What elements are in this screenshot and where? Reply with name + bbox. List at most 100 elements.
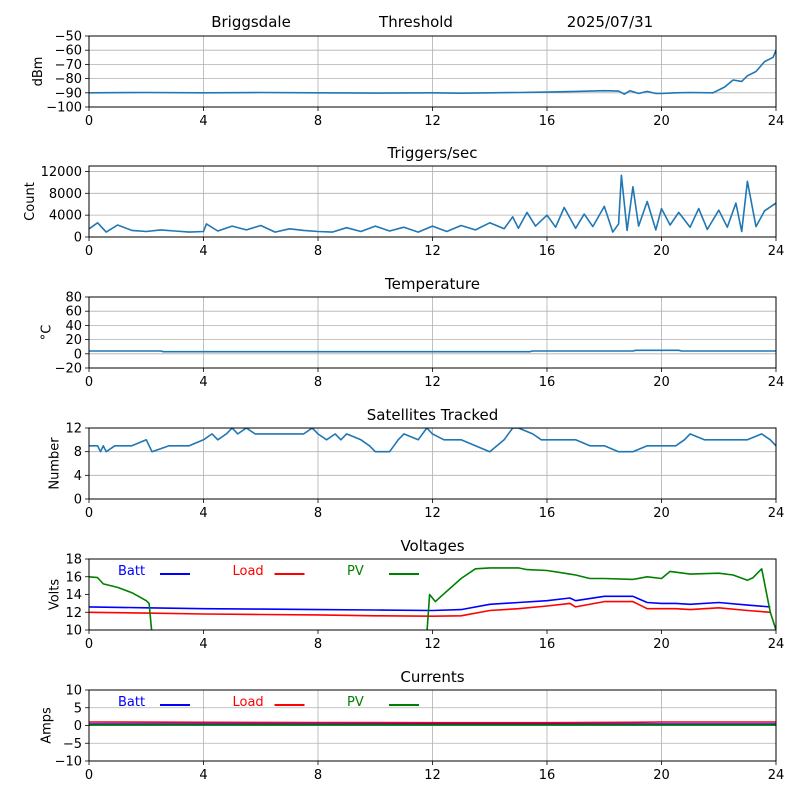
y-axis-label: Count <box>23 182 38 221</box>
x-tick-label: 20 <box>653 114 670 129</box>
y-tick-label: 10 <box>65 684 82 699</box>
y-tick-label: 0 <box>74 719 82 734</box>
x-tick-label: 12 <box>424 506 441 521</box>
header-panel-name: Threshold <box>378 13 453 31</box>
x-tick-label: 8 <box>314 768 322 783</box>
panel-title: Temperature <box>384 275 480 293</box>
y-tick-label: 8 <box>74 445 82 460</box>
legend-label-batt: Batt <box>118 695 145 710</box>
x-tick-label: 20 <box>653 506 670 521</box>
y-tick-label: −20 <box>55 362 82 377</box>
x-tick-label: 4 <box>199 375 207 390</box>
x-tick-label: 12 <box>424 375 441 390</box>
x-tick-label: 4 <box>199 114 207 129</box>
y-tick-label: −80 <box>55 72 82 87</box>
x-tick-label: 0 <box>85 506 93 521</box>
x-tick-label: 0 <box>85 244 93 259</box>
y-axis-label: Number <box>48 437 63 490</box>
legend-label-batt: Batt <box>118 564 145 579</box>
x-tick-label: 16 <box>539 244 556 259</box>
x-tick-label: 4 <box>199 506 207 521</box>
panel-3: 0 4 8 12 16 20 24 0 4 8 12 Satellites Tracked Number <box>48 406 785 521</box>
legend-label-load: Load <box>233 564 264 579</box>
y-tick-label: 12000 <box>41 165 82 180</box>
x-tick-label: 8 <box>314 244 322 259</box>
y-tick-label: 0 <box>74 347 82 362</box>
series-0-line <box>89 428 776 453</box>
x-tick-label: 24 <box>768 768 785 783</box>
y-axis-label: Amps <box>39 707 54 744</box>
panel-title: Triggers/sec <box>387 144 478 162</box>
x-tick-label: 20 <box>653 375 670 390</box>
x-tick-label: 20 <box>653 637 670 652</box>
x-tick-label: 12 <box>424 637 441 652</box>
x-tick-label: 16 <box>539 506 556 521</box>
y-tick-label: 4 <box>74 469 82 484</box>
x-tick-label: 24 <box>768 114 785 129</box>
header-station: Briggsdale <box>211 13 291 31</box>
y-tick-label: 16 <box>65 570 82 585</box>
y-axis-label: Volts <box>48 579 63 611</box>
y-tick-label: −90 <box>55 86 82 101</box>
legend-label-load: Load <box>233 695 264 710</box>
x-tick-label: 4 <box>199 244 207 259</box>
y-axis-label: dBm <box>31 57 46 87</box>
y-tick-label: 5 <box>74 701 82 716</box>
legend-label-pv: PV <box>347 564 364 579</box>
series-batt-line <box>89 595 771 612</box>
y-tick-label: −100 <box>46 101 82 116</box>
y-tick-label: 20 <box>65 333 82 348</box>
legend-label-pv: PV <box>347 695 364 710</box>
x-tick-label: 12 <box>424 768 441 783</box>
x-tick-label: 16 <box>539 114 556 129</box>
panel-1: 0 4 8 12 16 20 24 0 4000 8000 12000 Triggers/sec Cou… <box>23 144 784 259</box>
y-tick-label: 12 <box>65 422 82 437</box>
y-tick-label: 80 <box>65 291 82 306</box>
series-0-line <box>89 349 776 353</box>
x-tick-label: 0 <box>85 114 93 129</box>
x-tick-label: 0 <box>85 637 93 652</box>
x-tick-label: 4 <box>199 768 207 783</box>
y-tick-label: −70 <box>55 58 82 73</box>
series-load-line <box>89 600 771 618</box>
y-tick-label: −50 <box>55 30 82 45</box>
x-tick-label: 16 <box>539 637 556 652</box>
series-load-line <box>89 721 776 724</box>
y-tick-label: 4000 <box>49 209 82 224</box>
x-tick-label: 8 <box>314 637 322 652</box>
y-tick-label: 14 <box>65 588 82 603</box>
y-tick-label: 0 <box>74 231 82 246</box>
x-tick-label: 16 <box>539 375 556 390</box>
y-tick-label: −5 <box>63 737 82 752</box>
x-tick-label: 24 <box>768 637 785 652</box>
x-tick-label: 8 <box>314 506 322 521</box>
series-pv-line <box>89 567 776 630</box>
panel-title: Currents <box>400 668 464 686</box>
panel-4: 0 4 8 12 16 20 24 10 12 14 16 18 Voltages Volts Batt Lo… <box>48 537 785 652</box>
x-tick-label: 20 <box>653 244 670 259</box>
x-tick-label: 0 <box>85 768 93 783</box>
series-0-line <box>89 174 776 233</box>
panel-0: 0 4 8 12 16 20 24 −100−90−80−70−60−50 dBm <box>31 30 784 130</box>
x-tick-label: 24 <box>768 244 785 259</box>
series-0-line <box>89 49 776 95</box>
x-tick-label: 24 <box>768 375 785 390</box>
y-axis-label: °C <box>39 325 54 341</box>
panel-title: Satellites Tracked <box>367 406 498 424</box>
y-tick-label: 40 <box>65 319 82 334</box>
header-date: 2025/07/31 <box>567 13 653 31</box>
y-tick-label: −60 <box>55 44 82 59</box>
y-tick-label: −10 <box>55 755 82 770</box>
y-tick-label: 10 <box>65 624 82 639</box>
x-tick-label: 12 <box>424 244 441 259</box>
x-tick-label: 20 <box>653 768 670 783</box>
x-tick-label: 4 <box>199 637 207 652</box>
panel-5: 0 4 8 12 16 20 24 −10 −5 0 5 10 Currents Amps Batt Load… <box>39 668 784 783</box>
y-tick-label: 8000 <box>49 187 82 202</box>
y-tick-label: 60 <box>65 305 82 320</box>
y-tick-label: 0 <box>74 493 82 508</box>
x-tick-label: 8 <box>314 114 322 129</box>
